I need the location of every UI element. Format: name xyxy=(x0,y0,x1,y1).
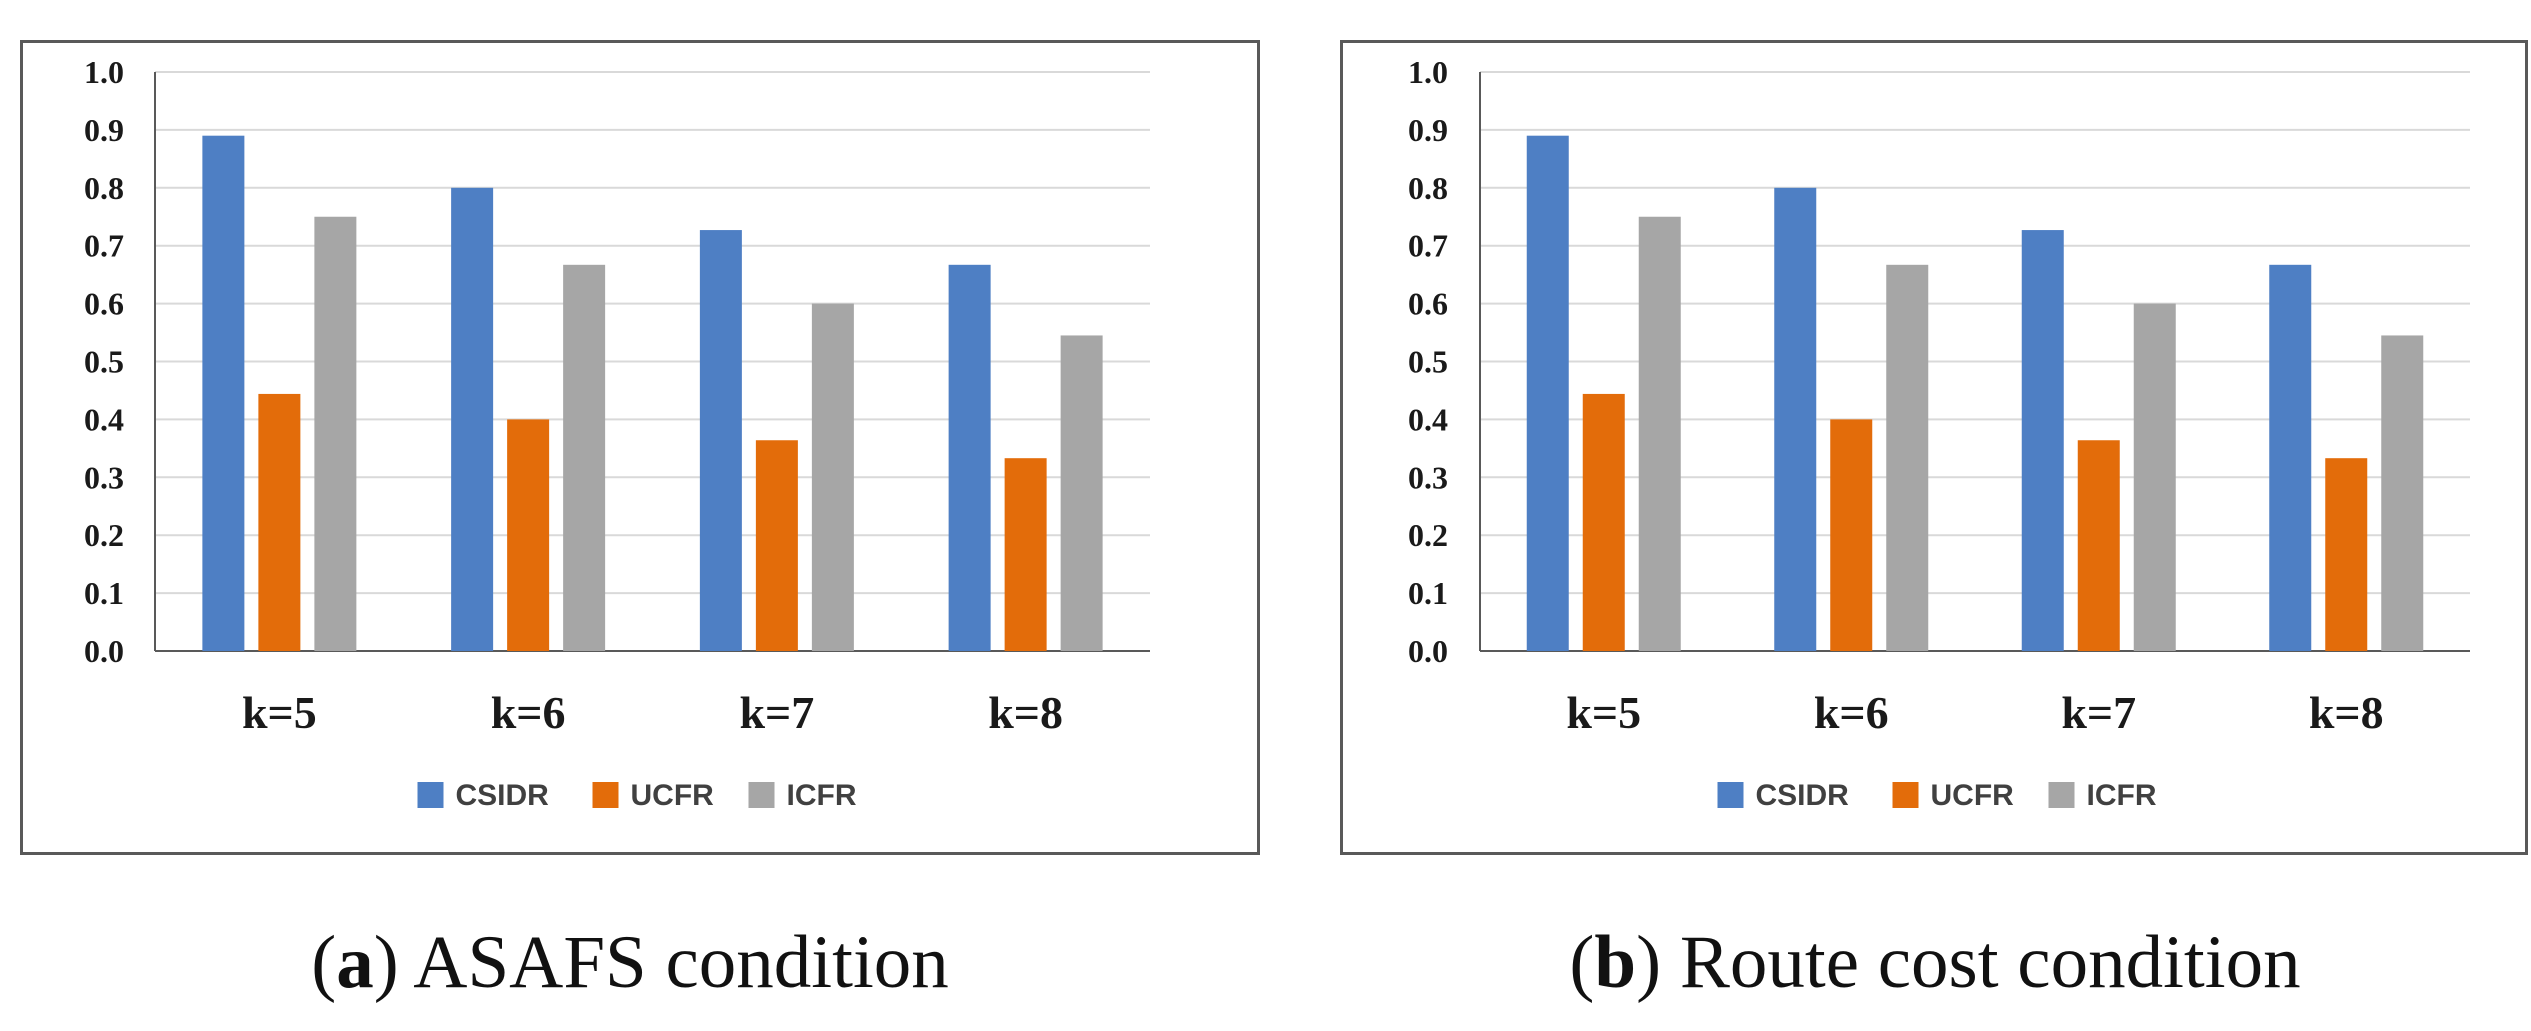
y-tick-label: 0.8 xyxy=(84,170,124,206)
y-tick-label: 0.2 xyxy=(84,517,124,553)
bar-csidr-k6 xyxy=(451,187,494,652)
caption-text-b: Route cost condition xyxy=(1679,921,2301,1004)
bar-icfr-k7 xyxy=(811,303,854,651)
caption-a: (a) ASAFS condition xyxy=(311,921,949,1004)
bar-icfr-k8 xyxy=(1060,335,1103,651)
bar-csidr-k8 xyxy=(948,264,991,651)
bar-icfr-k6 xyxy=(1886,264,1929,651)
legend-label-csidr: CSIDR xyxy=(456,779,550,812)
bar-icfr-k5 xyxy=(314,216,357,651)
y-tick-label: 0.5 xyxy=(84,344,124,380)
bar-ucfr-k6 xyxy=(1830,419,1873,651)
caption-b: (b) Route cost condition xyxy=(1569,921,2301,1004)
bar-ucfr-k5 xyxy=(1582,393,1625,651)
caption-letter-b: b xyxy=(1594,921,1637,1004)
y-tick-label: 0.5 xyxy=(1408,344,1448,380)
y-tick-label: 0.7 xyxy=(84,228,124,264)
bar-ucfr-k5 xyxy=(258,393,301,651)
bar-csidr-k5 xyxy=(1526,135,1569,651)
legend-swatch-icfr xyxy=(2048,782,2075,808)
caption-letter-a: a xyxy=(336,921,374,1004)
bar-csidr-k8 xyxy=(2269,264,2312,651)
x-tick-label: k=5 xyxy=(1566,687,1641,738)
y-tick-label: 0.7 xyxy=(1408,228,1448,264)
y-tick-label: 1.0 xyxy=(1408,54,1448,90)
y-tick-label: 1.0 xyxy=(84,54,124,90)
bar-icfr-k5 xyxy=(1638,216,1681,651)
x-tick-label: k=7 xyxy=(739,687,814,738)
y-tick-label: 0.2 xyxy=(1408,517,1448,553)
legend-swatch-csidr xyxy=(1717,782,1744,808)
y-tick-label: 0.4 xyxy=(1408,401,1448,437)
legend-swatch-ucfr xyxy=(592,782,619,808)
x-tick-label: k=7 xyxy=(2061,687,2136,738)
bar-chart-b: 0.0 0.1 0.2 0.3 0.4 0.5 0.6 0.7 0.8 0.9 1.0 k=5 k=6 k… xyxy=(1408,54,2470,812)
bar-csidr-k6 xyxy=(1774,187,1817,652)
y-tick-label: 0.6 xyxy=(1408,286,1448,322)
bar-csidr-k7 xyxy=(699,230,742,651)
y-tick-label: 0.8 xyxy=(1408,170,1448,206)
y-tick-label: 0.3 xyxy=(1408,459,1448,495)
y-tick-label: 0.1 xyxy=(84,575,124,611)
chart-panel-b: 0.0 0.1 0.2 0.3 0.4 0.5 0.6 0.7 0.8 0.9 1.0 k=5 k=6 k… xyxy=(1340,0,2531,1031)
y-tick-label: 0.1 xyxy=(1408,575,1448,611)
y-tick-label: 0.0 xyxy=(84,633,124,669)
bar-icfr-k6 xyxy=(563,264,606,651)
x-tick-label: k=6 xyxy=(491,687,566,738)
bar-ucfr-k7 xyxy=(755,440,798,651)
legend-label-ucfr: UCFR xyxy=(631,779,715,812)
y-tick-label: 0.9 xyxy=(1408,112,1448,148)
bar-ucfr-k7 xyxy=(2077,440,2120,651)
bar-chart-a: 0.0 0.1 0.2 0.3 0.4 0.5 0.6 0.7 0.8 0.9 1.0 k=5 k=6 k… xyxy=(84,54,1150,812)
legend-swatch-ucfr xyxy=(1892,782,1919,808)
bar-ucfr-k8 xyxy=(1004,458,1047,651)
y-tick-label: 0.3 xyxy=(84,459,124,495)
bar-ucfr-k8 xyxy=(2325,458,2368,651)
chart-panel-a: 0.0 0.1 0.2 0.3 0.4 0.5 0.6 0.7 0.8 0.9 1.0 k=5 k=6 k… xyxy=(0,0,1265,1031)
legend-label-icfr: ICFR xyxy=(787,779,857,812)
legend-label-ucfr: UCFR xyxy=(1931,779,2015,812)
x-tick-label: k=5 xyxy=(242,687,317,738)
bar-csidr-k7 xyxy=(2021,230,2064,651)
legend-swatch-icfr xyxy=(748,782,775,808)
y-tick-label: 0.4 xyxy=(84,401,124,437)
x-tick-label: k=6 xyxy=(1814,687,1889,738)
bar-icfr-k8 xyxy=(2381,335,2424,651)
caption-text-a: ASAFS condition xyxy=(413,921,949,1004)
x-tick-label: k=8 xyxy=(988,687,1063,738)
legend-label-csidr: CSIDR xyxy=(1756,779,1850,812)
y-tick-label: 0.0 xyxy=(1408,633,1448,669)
bar-icfr-k7 xyxy=(2133,303,2176,651)
legend-swatch-csidr xyxy=(417,782,444,808)
x-tick-label: k=8 xyxy=(2309,687,2384,738)
bar-csidr-k5 xyxy=(202,135,245,651)
y-tick-label: 0.6 xyxy=(84,286,124,322)
y-tick-label: 0.9 xyxy=(84,112,124,148)
bar-ucfr-k6 xyxy=(507,419,550,651)
legend-label-icfr: ICFR xyxy=(2087,779,2157,812)
